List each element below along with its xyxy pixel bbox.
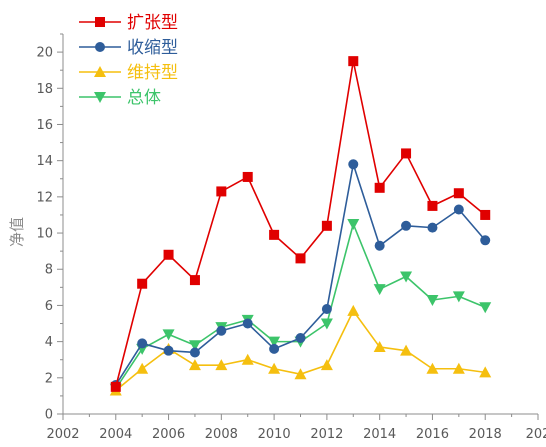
- legend-label: 扩张型: [127, 13, 178, 33]
- data-point: [348, 159, 359, 170]
- data-point: [373, 284, 386, 296]
- data-point: [216, 325, 227, 336]
- y-axis-title: 净值: [8, 217, 26, 247]
- y-tick-label: 20: [36, 46, 53, 61]
- x-tick-label: 202: [526, 427, 546, 442]
- data-point: [426, 362, 439, 374]
- x-tick-label: 2002: [46, 427, 79, 442]
- y-tick-label: 2: [45, 371, 53, 386]
- x-tick-label: 2012: [310, 427, 343, 442]
- data-point: [163, 345, 174, 356]
- legend-item: 收缩型: [79, 38, 178, 58]
- data-point: [427, 200, 438, 211]
- y-tick-label: 12: [36, 190, 53, 205]
- x-tick-label: 2010: [258, 427, 291, 442]
- data-point: [480, 209, 491, 220]
- data-point: [347, 219, 360, 230]
- series-2: [110, 159, 491, 391]
- y-tick-label: 0: [45, 408, 53, 423]
- y-tick-label: 14: [36, 154, 53, 169]
- y-tick-label: 4: [45, 335, 53, 350]
- data-point: [321, 220, 332, 231]
- legend-marker: [94, 92, 106, 103]
- y-tick-label: 10: [36, 227, 53, 242]
- data-point: [320, 318, 333, 330]
- data-point: [347, 304, 360, 316]
- data-point: [268, 362, 281, 374]
- data-point: [216, 186, 227, 197]
- series-line: [115, 223, 486, 390]
- data-point: [110, 381, 121, 392]
- data-point: [189, 347, 200, 358]
- data-point: [453, 188, 464, 199]
- x-tick-label: 2018: [469, 427, 502, 442]
- data-point: [320, 359, 333, 371]
- data-point: [215, 359, 228, 371]
- y-tick-label: 18: [36, 82, 53, 97]
- data-point: [426, 295, 439, 306]
- data-point: [136, 362, 149, 374]
- legend-marker: [94, 66, 106, 77]
- data-point: [374, 182, 385, 193]
- legend-label: 维持型: [127, 63, 178, 83]
- data-point: [188, 359, 201, 371]
- series-3: [109, 304, 492, 396]
- data-point: [269, 343, 280, 354]
- data-point: [137, 338, 148, 349]
- series-layer: [109, 56, 492, 396]
- data-point: [479, 302, 492, 314]
- data-point: [374, 240, 385, 251]
- data-point: [163, 249, 174, 260]
- data-point: [137, 278, 148, 289]
- data-point: [295, 333, 306, 343]
- x-tick-label: 2008: [205, 427, 238, 442]
- data-point: [295, 253, 306, 264]
- legend-item: 维持型: [79, 63, 178, 83]
- data-point: [294, 368, 307, 380]
- legend-item: 总体: [79, 88, 161, 108]
- data-point: [400, 344, 413, 356]
- data-point: [452, 291, 465, 303]
- data-point: [453, 204, 464, 215]
- data-point: [269, 229, 280, 240]
- x-tick-label: 2004: [99, 427, 132, 442]
- legend-item: 扩张型: [79, 13, 178, 33]
- legend-label: 总体: [127, 88, 161, 108]
- y-tick-label: 16: [36, 118, 53, 133]
- data-point: [242, 171, 253, 182]
- x-tick-label: 2014: [363, 427, 396, 442]
- data-point: [188, 340, 201, 352]
- y-tick-label: 8: [45, 263, 53, 278]
- data-point: [242, 318, 253, 329]
- chart-axes: 0 2 4 6 8 10 12 14 16 18 20 2002 2004 2006 2008 2010 201…: [8, 33, 546, 442]
- legend-label: 收缩型: [127, 38, 178, 58]
- data-point: [268, 336, 281, 348]
- data-point: [373, 341, 386, 353]
- data-point: [401, 220, 412, 231]
- data-point: [452, 362, 465, 374]
- data-point: [479, 366, 492, 378]
- data-point: [189, 275, 200, 286]
- data-point: [400, 271, 413, 283]
- data-point: [427, 222, 438, 233]
- x-tick-label: 2006: [152, 427, 185, 442]
- x-tick-label: 2016: [416, 427, 449, 442]
- data-point: [162, 329, 175, 341]
- series-1: [110, 56, 491, 392]
- data-point: [348, 56, 359, 67]
- y-tick-label: 6: [45, 299, 53, 314]
- data-point: [401, 148, 412, 159]
- data-point: [241, 353, 254, 365]
- legend-marker: [95, 42, 105, 52]
- legend-marker: [95, 17, 105, 27]
- data-point: [321, 304, 332, 315]
- data-point: [480, 235, 491, 246]
